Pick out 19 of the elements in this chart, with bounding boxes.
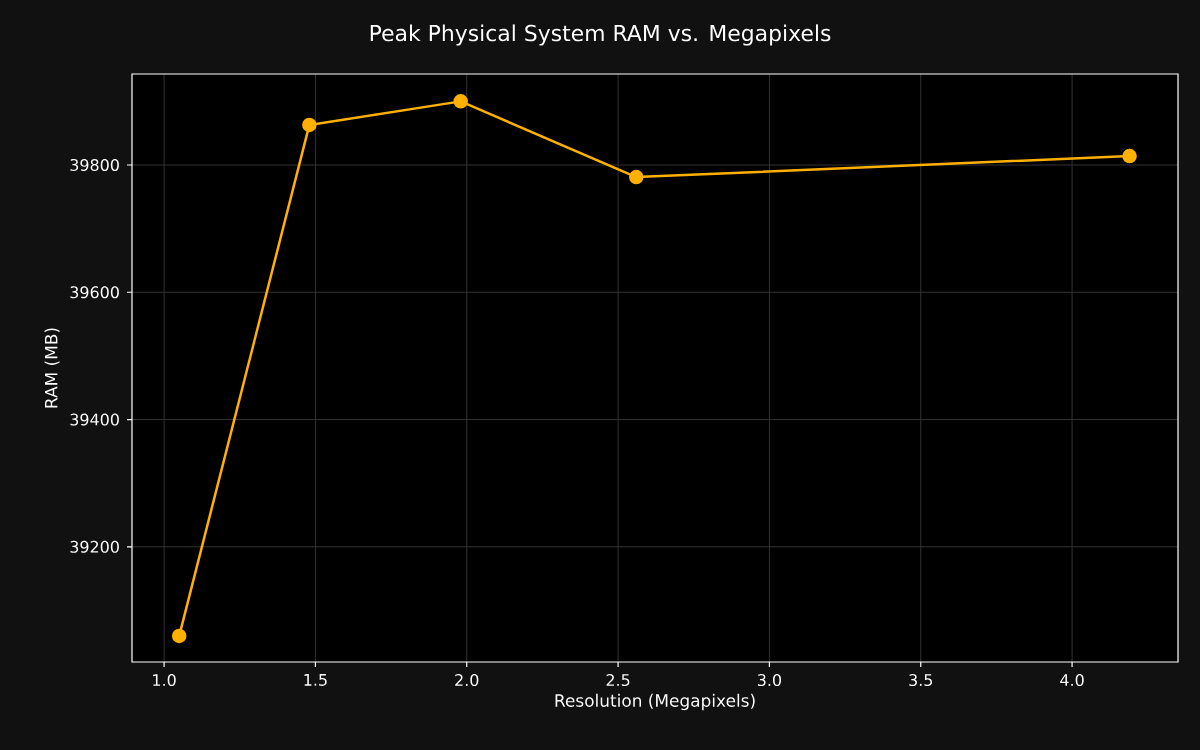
- x-tick-label: 4.0: [1060, 674, 1084, 687]
- y-tick-label: 39800: [70, 158, 119, 172]
- point: [1122, 148, 1137, 164]
- point: [302, 117, 317, 133]
- point: [453, 94, 468, 109]
- point: [628, 169, 644, 185]
- y-axis-title: RAM (MB): [44, 328, 60, 408]
- x-tick-label: 1.0: [153, 674, 176, 687]
- x-tick-label: 2.0: [455, 674, 479, 687]
- y-tick-label: 39400: [70, 413, 119, 426]
- x-tick-label: 2.5: [606, 674, 630, 687]
- x-tick-label: 3.5: [909, 674, 933, 687]
- chart-title: Peak Physical System RAM vs. Megapixels: [370, 24, 831, 46]
- y-tick-label: 39600: [70, 286, 119, 299]
- x-axis-title: Resolution (Megapixels): [555, 693, 755, 711]
- y-tick-label: 39200: [70, 540, 119, 553]
- point: [171, 628, 187, 644]
- x-tick-label: 3.0: [757, 674, 782, 687]
- x-tick-label: 1.5: [304, 674, 327, 686]
